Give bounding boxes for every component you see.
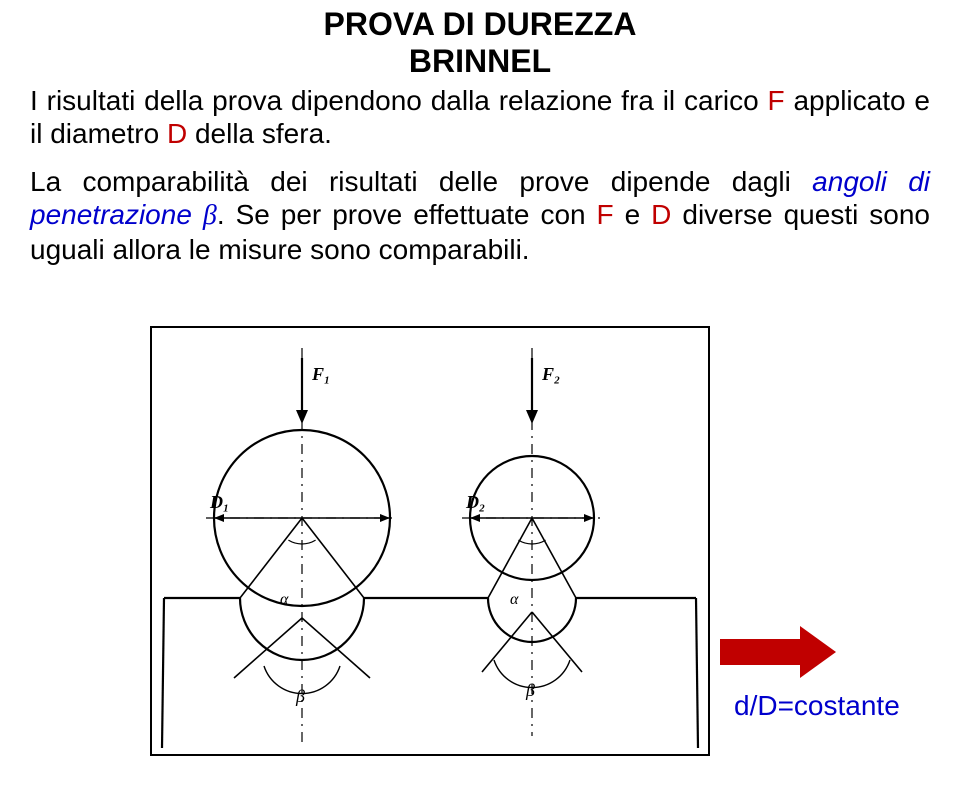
p1-t3: della sfera. (187, 118, 332, 149)
svg-text:F₂: F₂ (541, 364, 560, 384)
svg-text:α: α (510, 591, 519, 608)
p2-D: D (651, 199, 671, 230)
p2-t1: La comparabilità dei risultati delle pro… (30, 166, 812, 197)
svg-text:D₁: D₁ (209, 492, 229, 512)
svg-text:β: β (525, 680, 535, 700)
paragraph-1: I risultati della prova dipendono dalla … (0, 80, 960, 151)
p2-t2: . Se per prove effettuate con (217, 199, 597, 230)
p2-beta: β (203, 200, 217, 231)
svg-text:α: α (280, 591, 289, 608)
p1-D: D (167, 118, 187, 149)
p2-t3: e (614, 199, 652, 230)
diagram: F₁ D₁ α β F₂ D₂ α β (150, 326, 710, 756)
arrow-icon (720, 626, 836, 678)
title-line1: PROVA DI DUREZZA (324, 6, 637, 42)
note-text: d/D=costante (734, 690, 900, 722)
title-line2: BRINNEL (409, 43, 551, 79)
svg-text:F₁: F₁ (311, 364, 330, 384)
p1-F: F (768, 85, 785, 116)
paragraph-2: La comparabilità dei risultati delle pro… (0, 161, 960, 267)
svg-text:β: β (295, 686, 305, 706)
svg-text:D₂: D₂ (465, 492, 485, 512)
p1-t1: I risultati della prova dipendono dalla … (30, 85, 768, 116)
p2-F: F (597, 199, 614, 230)
